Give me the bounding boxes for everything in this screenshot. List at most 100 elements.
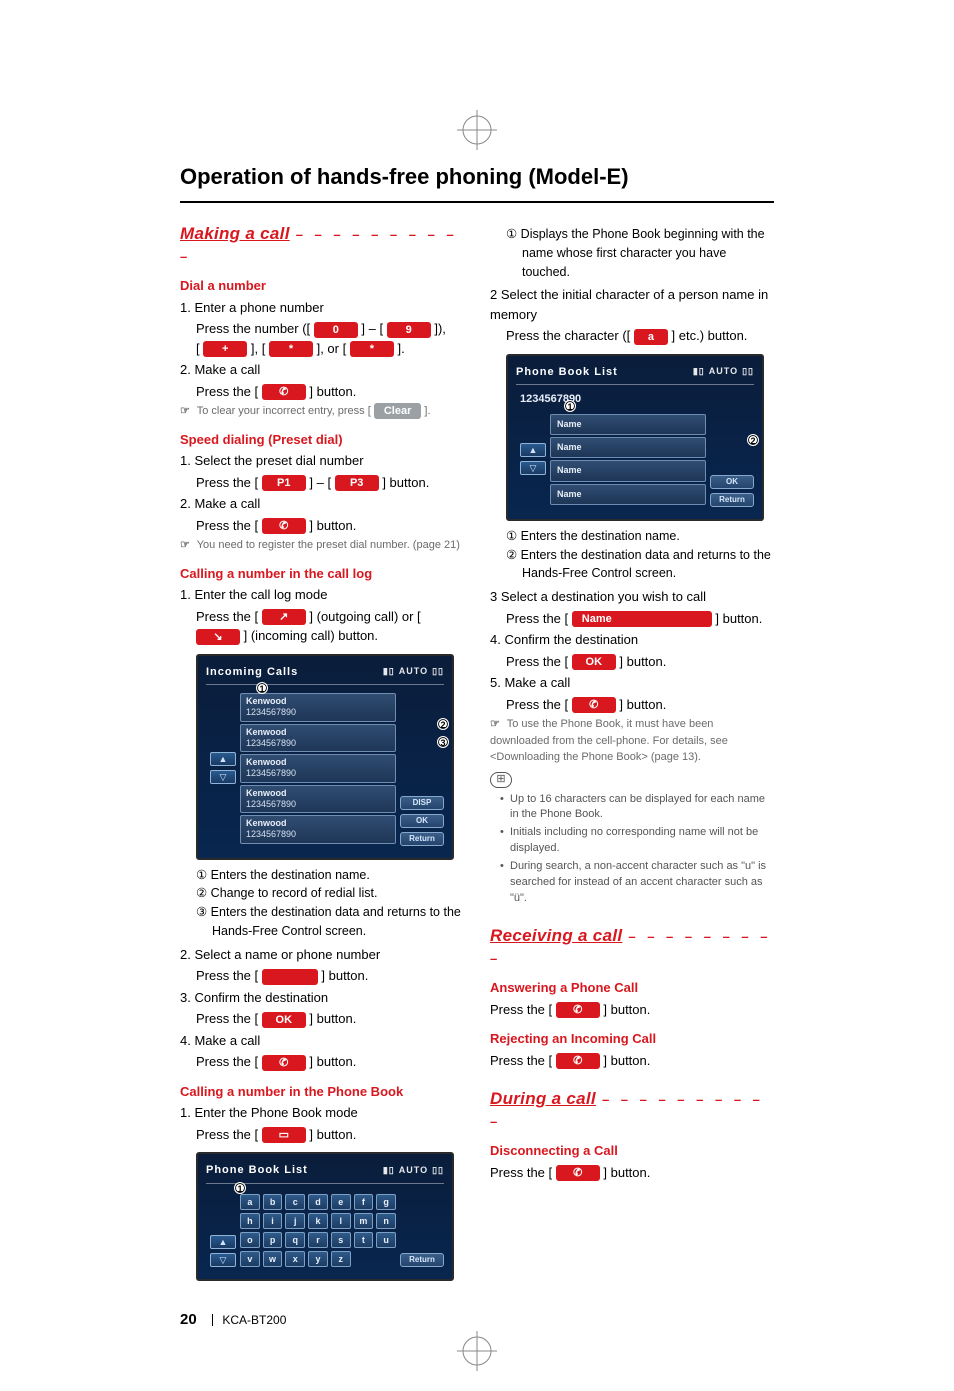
btn-book[interactable]: ▭ [262,1127,306,1143]
btn-9[interactable]: 9 [387,322,431,338]
btn-plus[interactable]: + [203,341,247,357]
btn-clear[interactable]: Clear [374,403,422,419]
dial-step1-body: Press the number ([ 0 ] – [ 9 ]), [196,319,464,339]
answer-heading: Answering a Phone Call [490,978,774,998]
ptr-icon: ☞ [180,405,190,417]
btn-hangup[interactable]: ✆ [556,1165,600,1181]
key[interactable]: f [354,1194,374,1210]
list-item[interactable]: Kenwood1234567890 [240,724,396,753]
btn-star[interactable]: * [269,341,313,357]
list-item[interactable]: Name [550,437,706,458]
key[interactable]: e [331,1194,351,1210]
speed-step2: 2. Make a call [180,494,464,514]
pb-step3: 3 Select a destination you wish to call [490,587,774,607]
key[interactable]: g [376,1194,396,1210]
key[interactable]: j [285,1213,305,1229]
section-making: Making a call– – – – – – – – – – [180,221,464,266]
btn-call[interactable]: ✆ [262,518,306,534]
calllog-heading: Calling a number in the call log [180,564,464,584]
list-item[interactable]: Name [550,460,706,481]
key[interactable]: l [331,1213,351,1229]
list-item[interactable]: Name [550,484,706,505]
btn-name[interactable]: Name [572,611,712,627]
btn-star2[interactable]: * [350,341,394,357]
list-item[interactable]: Name [550,414,706,435]
btn-call[interactable]: ✆ [262,1055,306,1071]
btn-a[interactable]: a [634,329,668,345]
key[interactable]: b [263,1194,283,1210]
screen-incoming-calls: Incoming Calls ▮▯AUTO▯▯ 1 2 3 ▲ ▽ Kenwoo… [196,654,454,860]
screen-title: Phone Book List [516,364,618,381]
crop-mark-top [457,110,497,150]
calllog-annotations: ① Enters the destination name. ② Change … [196,866,464,941]
scroll-up[interactable]: ▲ [210,1235,236,1249]
screen-btn-ok[interactable]: OK [710,475,754,489]
key[interactable]: t [354,1232,374,1248]
btn-call[interactable]: ✆ [556,1002,600,1018]
list-item[interactable]: Kenwood1234567890 [240,815,396,844]
speed-step1: 1. Select the preset dial number [180,451,464,471]
key[interactable]: h [240,1213,260,1229]
btn-ok[interactable]: OK [262,1012,306,1028]
btn-blank[interactable] [262,969,318,985]
calllog-step2: 2. Select a name or phone number [180,945,464,965]
key[interactable]: q [285,1232,305,1248]
t: ] button. [603,1053,650,1068]
screen-btn-return[interactable]: Return [400,832,444,846]
calllog-step4-body: Press the [ ✆ ] button. [196,1052,464,1072]
screen-btn-return[interactable]: Return [400,1253,444,1267]
key[interactable]: s [331,1232,351,1248]
bullet: Up to 16 characters can be displayed for… [500,792,774,824]
key[interactable]: w [263,1251,283,1267]
screen-phone-book-names: Phone Book List ▮▯AUTO▯▯ 1234567890 1 2 … [506,354,764,521]
btn-hangup[interactable]: ✆ [556,1053,600,1069]
key[interactable]: y [308,1251,328,1267]
screen-btn-return[interactable]: Return [710,493,754,507]
screen-btn-disp[interactable]: DISP [400,796,444,810]
key[interactable]: i [263,1213,283,1229]
btn-ok[interactable]: OK [572,654,616,670]
key[interactable]: r [308,1232,328,1248]
btn-call[interactable]: ✆ [572,697,616,713]
key[interactable]: a [240,1194,260,1210]
key[interactable]: n [376,1213,396,1229]
btn-incoming[interactable]: ↘ [196,629,240,645]
btn-0[interactable]: 0 [314,322,358,338]
t: Press the [ [506,654,568,669]
key[interactable]: z [331,1251,351,1267]
t: Press the [ [196,609,258,624]
key[interactable]: o [240,1232,260,1248]
list-item[interactable]: Kenwood1234567890 [240,785,396,814]
key[interactable]: c [285,1194,305,1210]
pb-step3-body: Press the [ Name ] button. [506,609,774,629]
scroll-up[interactable]: ▲ [210,752,236,766]
t: Press the [ [196,384,258,399]
scroll-down[interactable]: ▽ [210,1253,236,1267]
btn-outgoing[interactable]: ↗ [262,609,306,625]
page-title: Operation of hands-free phoning (Model-E… [180,160,774,193]
t: ]. [397,341,404,356]
key[interactable]: p [263,1232,283,1248]
key[interactable]: d [308,1194,328,1210]
btn-p1[interactable]: P1 [262,475,306,491]
list-item[interactable]: Kenwood1234567890 [240,754,396,783]
t: Press the [ [196,518,258,533]
btn-p3[interactable]: P3 [335,475,379,491]
btn-call[interactable]: ✆ [262,384,306,400]
scroll-up[interactable]: ▲ [520,443,546,457]
screen-btn-ok[interactable]: OK [400,814,444,828]
list-item[interactable]: Kenwood1234567890 [240,693,396,722]
dial-step1: 1. Enter a phone number [180,298,464,318]
key[interactable]: u [376,1232,396,1248]
key[interactable]: m [354,1213,374,1229]
t: ]. [424,405,430,417]
key[interactable]: v [240,1251,260,1267]
scroll-down[interactable]: ▽ [210,770,236,784]
anno: ① Enters the destination name. [506,527,774,546]
pb-right-anno: ① Displays the Phone Book beginning with… [506,225,774,281]
t: ] – [ [361,321,383,336]
crop-mark-bottom [457,1331,497,1371]
key[interactable]: x [285,1251,305,1267]
scroll-down[interactable]: ▽ [520,461,546,475]
key[interactable]: k [308,1213,328,1229]
